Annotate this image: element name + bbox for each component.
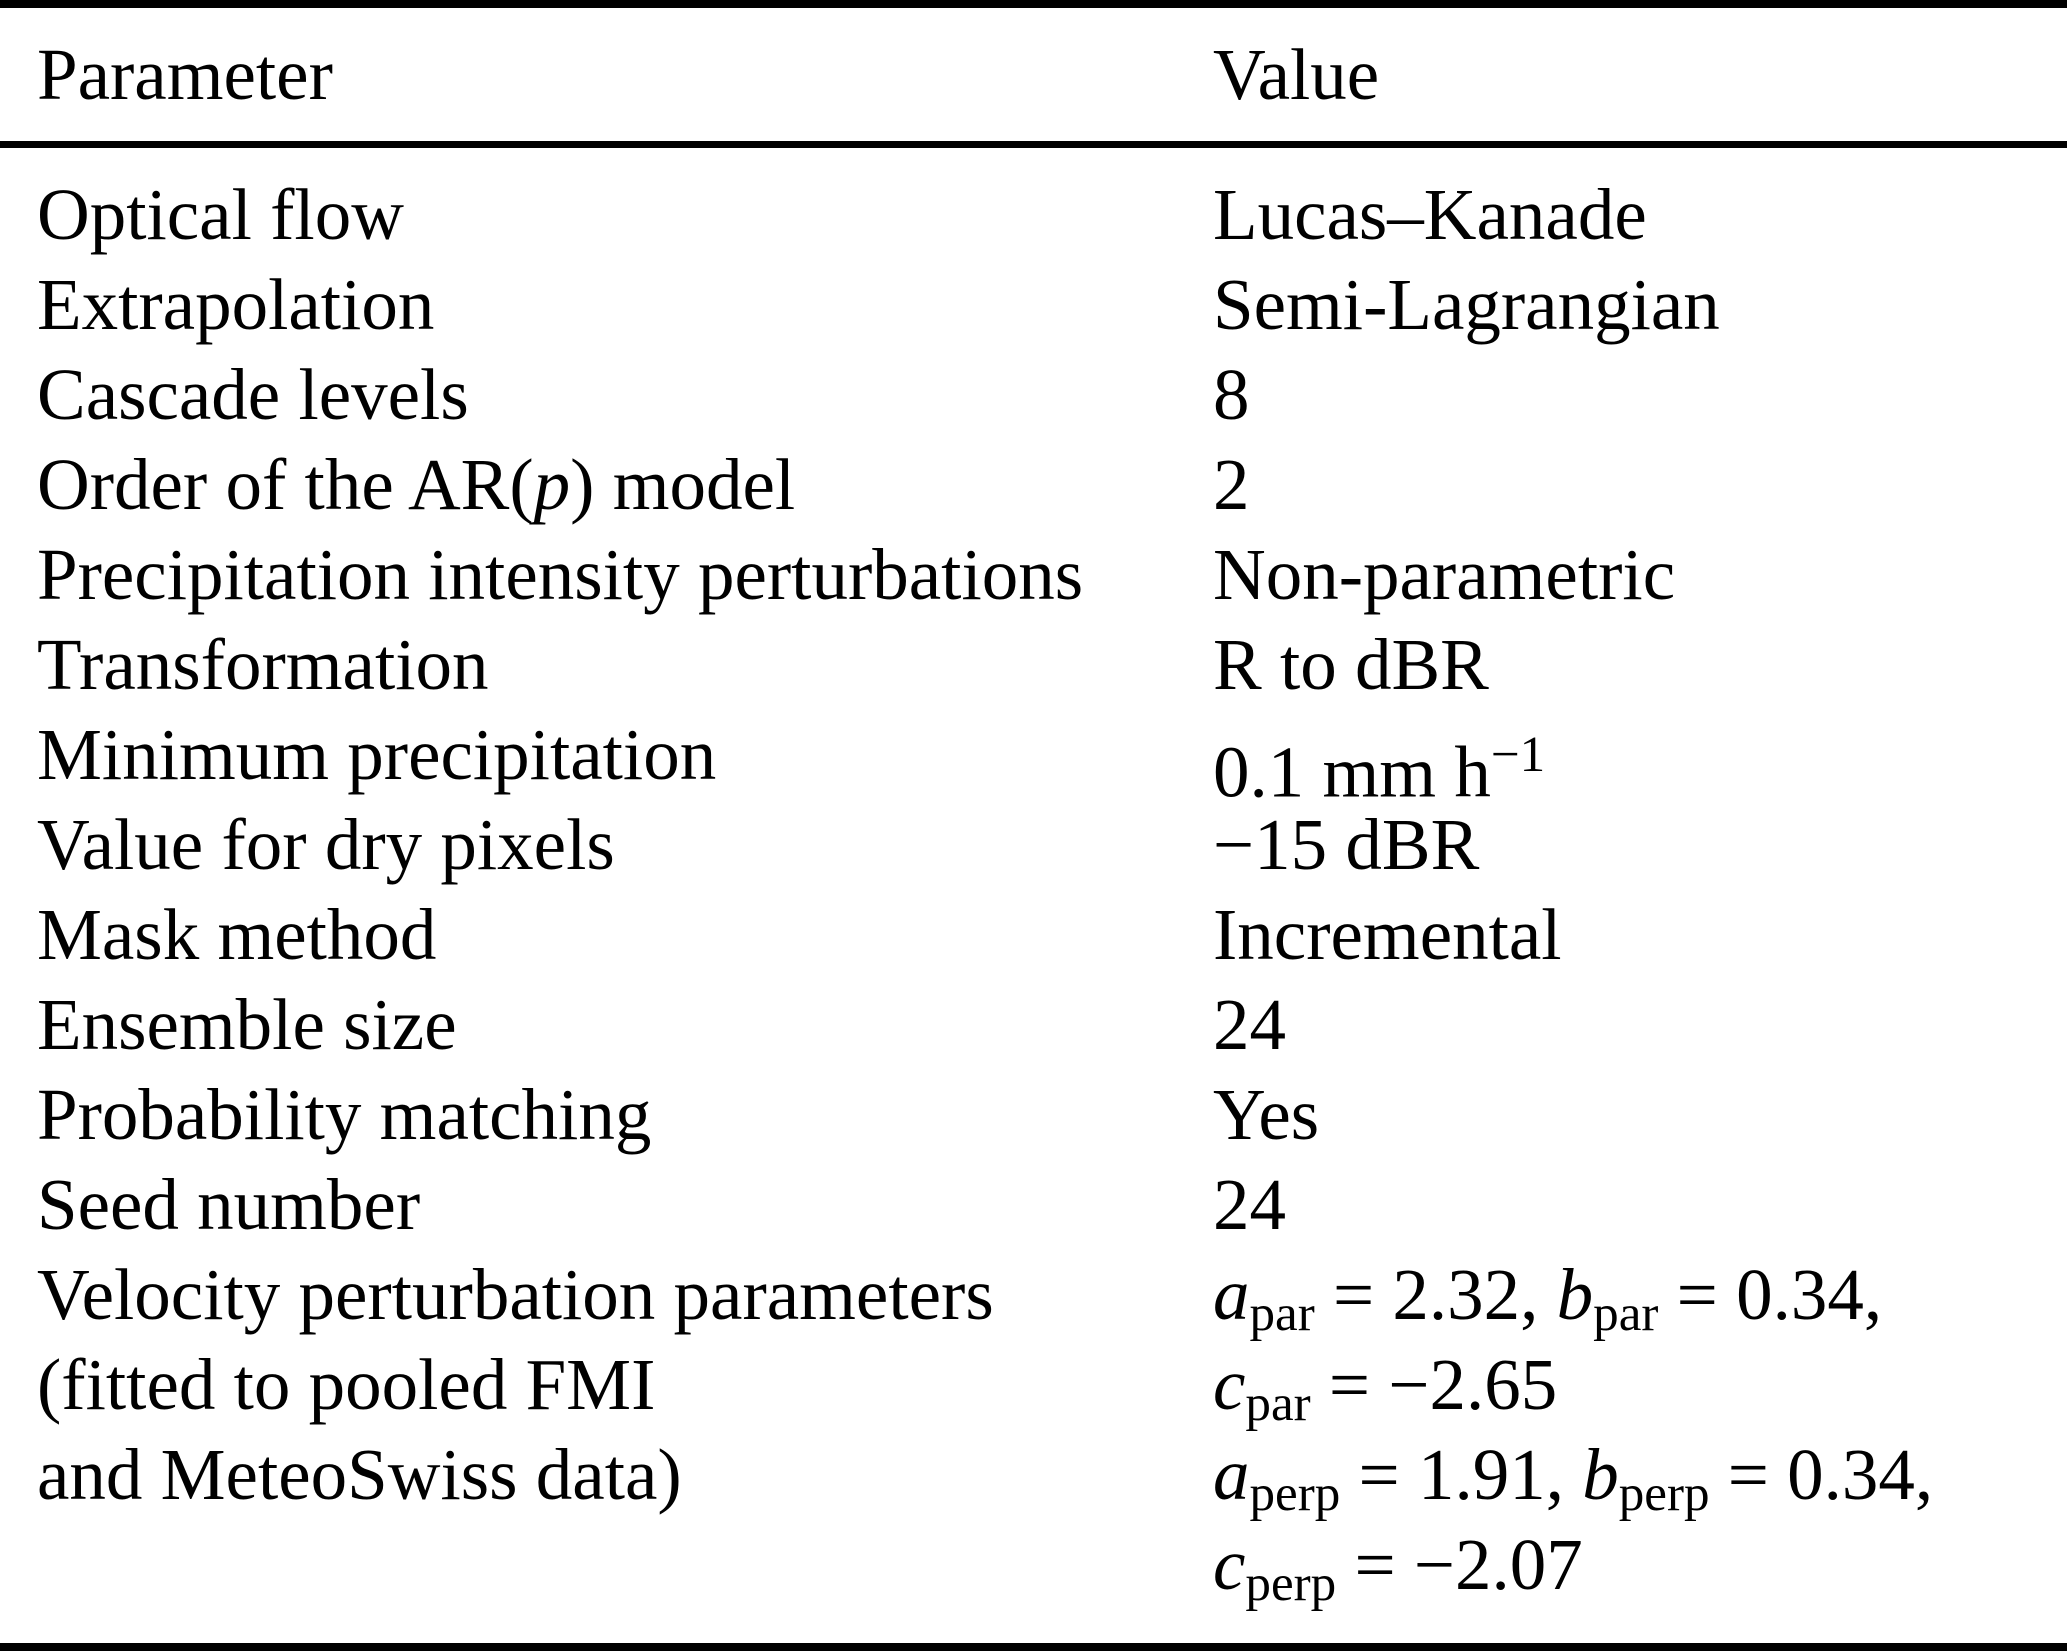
math-variable: a <box>1213 1434 1250 1515</box>
subscript: perp <box>1618 1465 1710 1523</box>
parameter-line: (fitted to pooled FMI <box>37 1344 656 1425</box>
value-text: = 0.34, <box>1709 1434 1934 1515</box>
table-body: Optical flow Lucas–Kanade Extrapolation … <box>0 148 2067 1613</box>
table-row-minimum-precipitation: Minimum precipitation 0.1 mm h−1 <box>0 710 2067 813</box>
subscript: par <box>1249 1285 1315 1343</box>
value-cell: Yes <box>1213 1074 1320 1155</box>
table-row-seed-number: Seed number 24 <box>0 1160 2067 1250</box>
parameter-line: and MeteoSwiss data) <box>37 1434 682 1515</box>
column-header-value: Value <box>1213 33 1380 115</box>
parameter-cell: Minimum precipitation <box>37 714 717 795</box>
top-rule <box>0 0 2067 8</box>
parameter-cell: Extrapolation <box>37 264 435 345</box>
value-cell: Incremental <box>1213 894 1562 975</box>
table-row-extrapolation: Extrapolation Semi-Lagrangian <box>0 260 2067 350</box>
table-row-transformation: Transformation R to dBR <box>0 620 2067 710</box>
table-row-ar-model-order: Order of the AR(p) model 2 <box>0 440 2067 530</box>
table-row-ensemble-size: Ensemble size 24 <box>0 980 2067 1070</box>
parameter-cell: Seed number <box>37 1164 421 1245</box>
parameter-cell: Mask method <box>37 894 437 975</box>
value-cell: 0.1 mm h−1 <box>1213 710 2067 813</box>
table-row-probability-matching: Probability matching Yes <box>0 1070 2067 1160</box>
value-text: = −2.07 <box>1336 1524 1583 1605</box>
superscript: −1 <box>1490 726 1546 783</box>
subscript: par <box>1593 1285 1659 1343</box>
parameter-cell: Precipitation intensity perturbations <box>37 534 1084 615</box>
parameter-line: Velocity perturbation parameters <box>37 1254 994 1335</box>
value-text: = −2.65 <box>1310 1344 1558 1425</box>
value-line: cperp = −2.07 <box>1213 1520 2067 1613</box>
parameter-cell: Velocity perturbation parameters (fitted… <box>0 1250 1213 1610</box>
value-cell: apar = 2.32, bpar = 0.34, cpar = −2.65 a… <box>1213 1250 2067 1613</box>
value-cell: 8 <box>1213 354 1250 435</box>
value-cell: Semi-Lagrangian <box>1213 264 1720 345</box>
table-row-velocity-perturbation-parameters: Velocity perturbation parameters (fitted… <box>0 1250 2067 1613</box>
value-text: = 2.32, <box>1314 1254 1557 1335</box>
table-row-intensity-perturbations: Precipitation intensity perturbations No… <box>0 530 2067 620</box>
parameter-cell: Ensemble size <box>37 984 457 1065</box>
parameter-cell: Order of the AR(p) model <box>0 440 1213 530</box>
math-variable: c <box>1213 1344 1246 1425</box>
value-cell: 24 <box>1213 984 1286 1065</box>
math-variable: a <box>1213 1254 1250 1335</box>
column-header-parameter: Parameter <box>37 33 333 115</box>
parameter-cell: Cascade levels <box>37 354 469 435</box>
header-separator-rule <box>0 141 2067 148</box>
value-text: = 0.34, <box>1658 1254 1883 1335</box>
table-row-dry-pixels: Value for dry pixels −15 dBR <box>0 800 2067 890</box>
value-line: apar = 2.32, bpar = 0.34, <box>1213 1250 2067 1343</box>
table-row-mask-method: Mask method Incremental <box>0 890 2067 980</box>
table-row-cascade-levels: Cascade levels 8 <box>0 350 2067 440</box>
value-cell: 24 <box>1213 1164 1286 1245</box>
table-row-optical-flow: Optical flow Lucas–Kanade <box>0 170 2067 260</box>
value-text: = 1.91, <box>1340 1434 1583 1515</box>
parameter-text: Order of the AR( <box>37 444 534 525</box>
value-cell: Lucas–Kanade <box>1213 174 1647 255</box>
value-line: cpar = −2.65 <box>1213 1340 2067 1433</box>
subscript: perp <box>1249 1465 1341 1523</box>
subscript: perp <box>1245 1555 1337 1613</box>
parameter-cell: Value for dry pixels <box>37 804 615 885</box>
math-variable: p <box>533 444 571 525</box>
value-text: 0.1 mm h <box>1213 731 1491 813</box>
math-variable: c <box>1213 1524 1246 1605</box>
value-cell: R to dBR <box>1213 624 1489 705</box>
value-cell: −15 dBR <box>1213 804 1480 885</box>
table-header-row: Parameter Value <box>0 8 2067 141</box>
subscript: par <box>1245 1375 1311 1433</box>
value-cell: Non-parametric <box>1213 534 1676 615</box>
value-line: aperp = 1.91, bperp = 0.34, <box>1213 1430 2067 1523</box>
parameter-cell: Transformation <box>37 624 489 705</box>
value-cell: 2 <box>1213 444 1250 525</box>
math-variable: b <box>1556 1254 1594 1335</box>
parameter-cell: Optical flow <box>37 174 404 255</box>
parameter-cell: Probability matching <box>37 1074 652 1155</box>
parameter-text: ) model <box>570 444 796 525</box>
bottom-rule <box>0 1643 2067 1651</box>
math-variable: b <box>1582 1434 1619 1515</box>
